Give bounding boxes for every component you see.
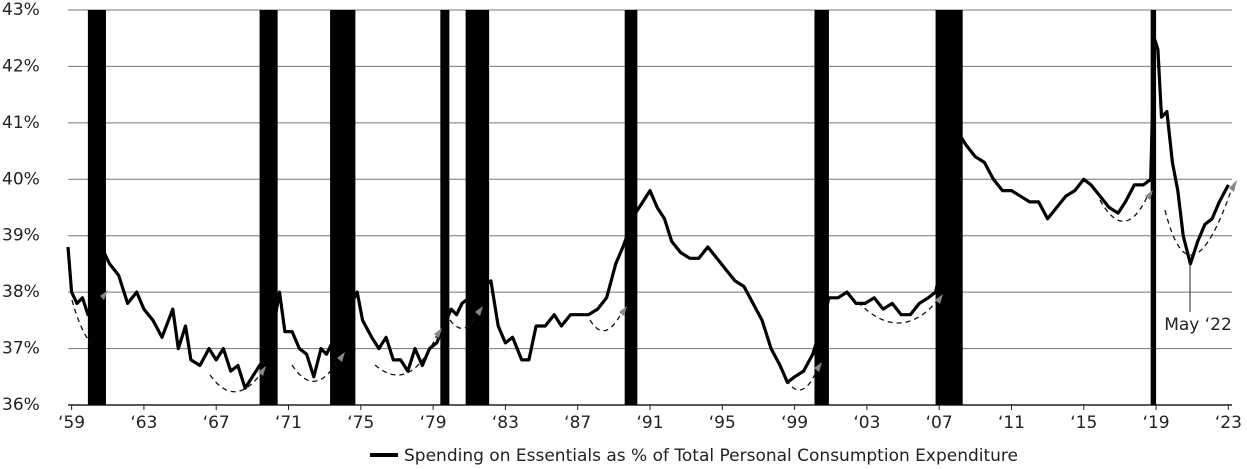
x-tick-label: ‘03 [853, 413, 880, 433]
x-tick-label: ‘11 [998, 413, 1025, 433]
x-tick-label: ‘23 [1215, 413, 1242, 433]
series-line [66, 36, 1230, 390]
recession-bar [935, 10, 963, 405]
trend-arc [589, 311, 623, 332]
y-tick-label: 37% [2, 339, 40, 359]
y-tick-label: 39% [2, 226, 40, 246]
legend-label: Spending on Essentials as % of Total Per… [404, 446, 1018, 466]
x-tick-label: ‘83 [492, 413, 519, 433]
trend-arc [857, 299, 939, 324]
x-tick-label: ‘91 [636, 413, 663, 433]
trend-arc [291, 359, 339, 382]
y-tick-label: 41% [2, 113, 40, 133]
y-tick-label: 43% [2, 0, 40, 20]
recession-bar [465, 10, 490, 405]
trend-arrow [258, 366, 266, 376]
trend-arrow [475, 306, 483, 316]
x-tick-label: ‘59 [58, 413, 85, 433]
trend-arc [1099, 194, 1149, 222]
trend-arrow [619, 306, 627, 316]
trend-arc [781, 367, 819, 391]
trend-annotations [71, 180, 1237, 393]
trend-arrow [1145, 190, 1153, 200]
x-tick-label: ‘63 [130, 413, 157, 433]
trend-arrow [100, 290, 108, 300]
recession-bar [1150, 10, 1157, 405]
x-tick-label: ‘15 [1070, 413, 1097, 433]
x-tick-label: ‘87 [564, 413, 591, 433]
annotation: May ‘22 [1164, 315, 1232, 335]
trend-arrow [814, 362, 822, 372]
y-tick-label: 36% [2, 395, 40, 415]
recession-bar [330, 10, 356, 405]
x-tick-label: ‘19 [1143, 413, 1170, 433]
x-tick-label: ‘71 [275, 413, 302, 433]
x-tick-label: ‘95 [709, 413, 736, 433]
recession-bar [624, 10, 638, 405]
recession-bar [87, 10, 106, 405]
trend-arrow [337, 352, 345, 362]
trend-arrow [935, 294, 943, 304]
x-tick-label: ‘79 [420, 413, 447, 433]
y-tick-label: 40% [2, 169, 40, 189]
x-tick-label: ‘75 [347, 413, 374, 433]
x-tick-label: ‘67 [203, 413, 230, 433]
trend-arrow [434, 328, 442, 338]
recession-bar [440, 10, 450, 405]
trend-arc [1164, 187, 1233, 256]
y-tick-label: 42% [2, 56, 40, 76]
y-tick-label: 38% [2, 282, 40, 302]
trend-arrow [1229, 180, 1237, 192]
x-tick-label: ‘07 [926, 413, 953, 433]
x-tick-label: ‘99 [781, 413, 808, 433]
recession-bar [259, 10, 278, 405]
trend-arc [449, 311, 479, 329]
plot: 36% 37% 38% 39% 40% 41% 42% 43% ‘59 ‘63 ‘67 ‘71 ‘75 ‘… [2, 0, 1242, 433]
trend-arc [209, 371, 263, 393]
trend-arc [71, 299, 93, 346]
